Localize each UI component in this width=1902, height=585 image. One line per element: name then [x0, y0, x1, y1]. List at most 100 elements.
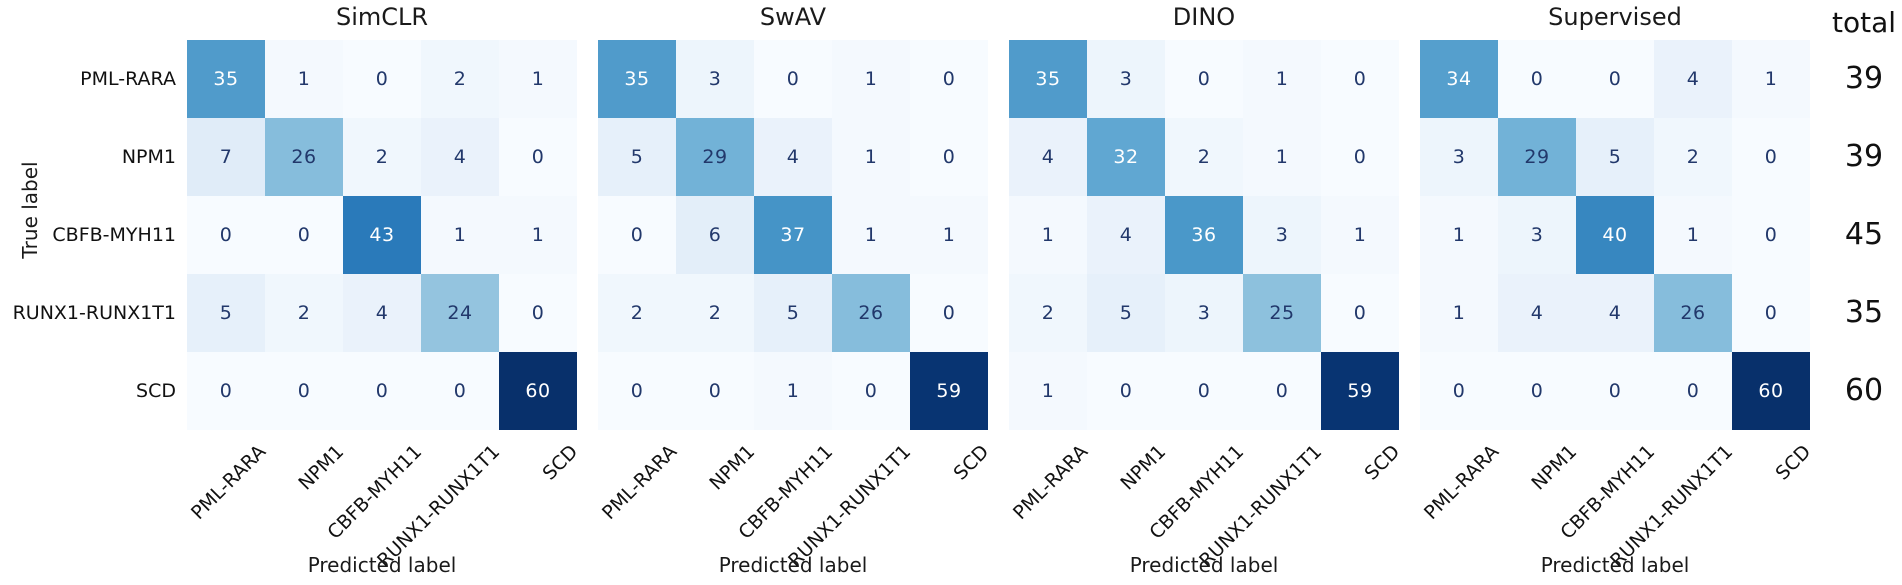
- matrix-cell-value: 1: [1764, 68, 1778, 90]
- matrix-cell: 43: [343, 196, 421, 274]
- matrix-cell-value: 25: [1269, 302, 1295, 324]
- matrix-cell-value: 4: [1041, 146, 1055, 168]
- matrix-cell-value: 0: [1353, 68, 1367, 90]
- matrix-cell: 4: [1087, 196, 1165, 274]
- matrix-cell-value: 0: [708, 380, 722, 402]
- matrix-cell-value: 37: [780, 224, 806, 246]
- matrix-cell-value: 1: [1275, 146, 1289, 168]
- matrix-cell-value: 24: [447, 302, 473, 324]
- matrix-cell-value: 1: [1353, 224, 1367, 246]
- matrix-cell-value: 0: [1119, 380, 1133, 402]
- matrix-cell: 0: [1321, 274, 1399, 352]
- matrix-cell-value: 5: [1608, 146, 1622, 168]
- matrix-cell: 0: [265, 352, 343, 430]
- matrix-cell: 0: [343, 352, 421, 430]
- matrix-cell: 1: [1732, 40, 1810, 118]
- matrix-cell: 3: [1165, 274, 1243, 352]
- matrix-cell-value: 1: [864, 68, 878, 90]
- matrix-cell-value: 3: [708, 68, 722, 90]
- matrix-cell-value: 0: [786, 68, 800, 90]
- matrix-cell: 4: [1576, 274, 1654, 352]
- y-tick-label: RUNX1-RUNX1T1: [12, 302, 176, 324]
- matrix-cell: 1: [1420, 274, 1498, 352]
- matrix-cell-value: 1: [1452, 302, 1466, 324]
- matrix-cell-value: 3: [1119, 68, 1133, 90]
- matrix-cell-value: 1: [942, 224, 956, 246]
- matrix-cell: 0: [676, 352, 754, 430]
- matrix-cell: 2: [1165, 118, 1243, 196]
- matrix-cell-value: 3: [1275, 224, 1289, 246]
- matrix-cell-value: 34: [1446, 68, 1472, 90]
- matrix-cell: 2: [1654, 118, 1732, 196]
- matrix-cell-value: 40: [1602, 224, 1628, 246]
- matrix-cell: 4: [1498, 274, 1576, 352]
- matrix-cell-value: 29: [702, 146, 728, 168]
- total-value: 45: [1844, 217, 1884, 252]
- matrix-cell: 3: [1498, 196, 1576, 274]
- matrix-cell: 1: [832, 40, 910, 118]
- matrix-cell-value: 0: [1764, 224, 1778, 246]
- matrix-cell-value: 0: [219, 380, 233, 402]
- matrix-cell-value: 2: [630, 302, 644, 324]
- matrix-cell-value: 2: [1041, 302, 1055, 324]
- y-tick-label: SCD: [136, 380, 176, 402]
- matrix-cell: 37: [754, 196, 832, 274]
- matrix-cell: 1: [910, 196, 988, 274]
- matrix-cell: 3: [1243, 196, 1321, 274]
- matrix-cell-value: 1: [864, 224, 878, 246]
- matrix-cell-value: 35: [624, 68, 650, 90]
- matrix-cell-value: 35: [1035, 68, 1061, 90]
- matrix-cell: 0: [1243, 352, 1321, 430]
- matrix-cell-value: 0: [1608, 380, 1622, 402]
- matrix-cell: 0: [187, 196, 265, 274]
- matrix-cell: 0: [910, 274, 988, 352]
- matrix-cell: 26: [1654, 274, 1732, 352]
- matrix-cell: 0: [499, 118, 577, 196]
- matrix-cell-value: 3: [1197, 302, 1211, 324]
- matrix-cell-value: 0: [1452, 380, 1466, 402]
- matrix-cell-value: 0: [942, 146, 956, 168]
- matrix-cell: 25: [1243, 274, 1321, 352]
- matrix-cell-value: 1: [864, 146, 878, 168]
- matrix-cell-value: 0: [453, 380, 467, 402]
- matrix-cell-value: 36: [1191, 224, 1217, 246]
- matrix-cell-value: 0: [1197, 380, 1211, 402]
- matrix-cell-value: 0: [1197, 68, 1211, 90]
- matrix-cell-value: 6: [708, 224, 722, 246]
- matrix-cell-value: 4: [786, 146, 800, 168]
- matrix-cell: 1: [832, 196, 910, 274]
- matrix-cell: 0: [1087, 352, 1165, 430]
- matrix-cell: 34: [1420, 40, 1498, 118]
- matrix-cell: 1: [499, 40, 577, 118]
- matrix-cell-value: 2: [297, 302, 311, 324]
- matrix-cell: 5: [598, 118, 676, 196]
- matrix-cell: 4: [421, 118, 499, 196]
- matrix-cell: 40: [1576, 196, 1654, 274]
- matrix-cell-value: 1: [297, 68, 311, 90]
- matrix-cell: 0: [1498, 352, 1576, 430]
- matrix-cell: 35: [187, 40, 265, 118]
- matrix-cell: 60: [1732, 352, 1810, 430]
- matrix-cell-value: 0: [1608, 68, 1622, 90]
- matrix-cell-value: 1: [1452, 224, 1466, 246]
- matrix-cell: 1: [754, 352, 832, 430]
- matrix-cell: 0: [1732, 118, 1810, 196]
- matrix-cell-value: 0: [942, 68, 956, 90]
- matrix-cell: 59: [910, 352, 988, 430]
- matrix-cell: 2: [1009, 274, 1087, 352]
- matrix-cell: 1: [499, 196, 577, 274]
- matrix-cell: 35: [598, 40, 676, 118]
- matrix-cell-value: 1: [1041, 224, 1055, 246]
- matrix-cell-value: 26: [1680, 302, 1706, 324]
- matrix-cell: 1: [421, 196, 499, 274]
- matrix-cell-value: 1: [531, 68, 545, 90]
- x-axis-label: Predicted label: [1129, 553, 1279, 577]
- matrix-cell-value: 60: [525, 380, 551, 402]
- matrix-cell-value: 0: [219, 224, 233, 246]
- matrix-cell: 0: [910, 40, 988, 118]
- total-column-header: total: [1831, 6, 1897, 39]
- matrix-cell: 0: [343, 40, 421, 118]
- matrix-cell-value: 5: [219, 302, 233, 324]
- matrix-cell: 60: [499, 352, 577, 430]
- matrix-cell: 1: [1243, 40, 1321, 118]
